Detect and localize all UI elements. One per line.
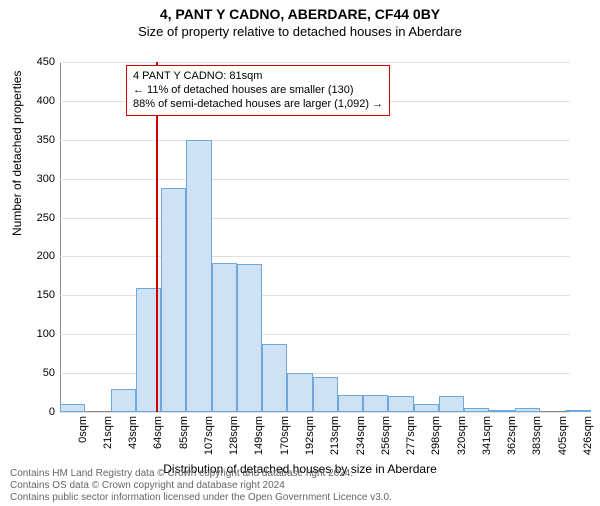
y-tick-label: 400 bbox=[15, 95, 55, 107]
x-tick-label: 277sqm bbox=[405, 416, 417, 455]
grid-line bbox=[60, 256, 570, 257]
x-tick-label: 192sqm bbox=[304, 416, 316, 455]
x-tick-label: 43sqm bbox=[127, 416, 139, 449]
histogram-bar bbox=[287, 373, 312, 412]
x-tick-label: 298sqm bbox=[430, 416, 442, 455]
info-box-line: ← 11% of detached houses are smaller (13… bbox=[133, 84, 383, 98]
histogram-bar bbox=[338, 395, 363, 412]
grid-line bbox=[60, 412, 570, 413]
histogram-bar bbox=[212, 263, 237, 412]
histogram-bar bbox=[161, 188, 186, 412]
y-tick-label: 50 bbox=[15, 367, 55, 379]
x-tick-label: 405sqm bbox=[557, 416, 569, 455]
histogram-bar bbox=[464, 408, 489, 412]
histogram-bar bbox=[262, 344, 287, 412]
y-tick-label: 450 bbox=[15, 56, 55, 68]
attribution-line: Contains HM Land Registry data © Crown c… bbox=[10, 468, 392, 480]
x-tick-label: 362sqm bbox=[506, 416, 518, 455]
x-tick-label: 170sqm bbox=[279, 416, 291, 455]
histogram-bar bbox=[313, 377, 338, 412]
y-tick-label: 0 bbox=[15, 406, 55, 418]
x-tick-label: 213sqm bbox=[329, 416, 341, 455]
info-box-line: 4 PANT Y CADNO: 81sqm bbox=[133, 70, 383, 84]
histogram-bar bbox=[388, 396, 413, 412]
histogram-bar bbox=[237, 264, 262, 412]
histogram-bar bbox=[515, 408, 540, 412]
x-tick-label: 426sqm bbox=[582, 416, 594, 455]
grid-line bbox=[60, 179, 570, 180]
x-tick-label: 234sqm bbox=[355, 416, 367, 455]
x-tick-label: 128sqm bbox=[228, 416, 240, 455]
attribution-line: Contains OS data © Crown copyright and d… bbox=[10, 480, 392, 492]
grid-line bbox=[60, 218, 570, 219]
attribution-line: Contains public sector information licen… bbox=[10, 492, 392, 504]
y-tick-label: 350 bbox=[15, 134, 55, 146]
histogram-bar bbox=[489, 410, 514, 412]
x-tick-label: 320sqm bbox=[456, 416, 468, 455]
x-tick-label: 149sqm bbox=[253, 416, 265, 455]
y-tick-label: 250 bbox=[15, 212, 55, 224]
grid-line bbox=[60, 62, 570, 63]
x-tick-label: 107sqm bbox=[203, 416, 215, 455]
x-tick-label: 341sqm bbox=[481, 416, 493, 455]
histogram-bar bbox=[111, 389, 136, 412]
histogram-plot: 0501001502002503003504004500sqm21sqm43sq… bbox=[60, 62, 570, 412]
x-tick-label: 21sqm bbox=[102, 416, 114, 449]
histogram-bar bbox=[439, 396, 464, 412]
info-box-line: 88% of semi-detached houses are larger (… bbox=[133, 98, 383, 112]
y-tick-label: 100 bbox=[15, 328, 55, 340]
histogram-bar bbox=[565, 410, 590, 412]
x-tick-label: 256sqm bbox=[380, 416, 392, 455]
page-subtitle: Size of property relative to detached ho… bbox=[0, 24, 600, 39]
page-title: 4, PANT Y CADNO, ABERDARE, CF44 0BY bbox=[0, 6, 600, 22]
histogram-bar bbox=[363, 395, 388, 412]
x-tick-label: 85sqm bbox=[178, 416, 190, 449]
x-tick-label: 64sqm bbox=[152, 416, 164, 449]
x-tick-label: 0sqm bbox=[77, 416, 89, 443]
info-box: 4 PANT Y CADNO: 81sqm← 11% of detached h… bbox=[126, 65, 390, 116]
y-tick-label: 300 bbox=[15, 173, 55, 185]
y-tick-label: 200 bbox=[15, 250, 55, 262]
x-tick-label: 383sqm bbox=[531, 416, 543, 455]
y-tick-label: 150 bbox=[15, 289, 55, 301]
grid-line bbox=[60, 140, 570, 141]
attribution: Contains HM Land Registry data © Crown c… bbox=[10, 468, 392, 504]
histogram-bar bbox=[60, 404, 85, 412]
histogram-bar bbox=[414, 404, 439, 412]
histogram-bar bbox=[186, 140, 211, 412]
